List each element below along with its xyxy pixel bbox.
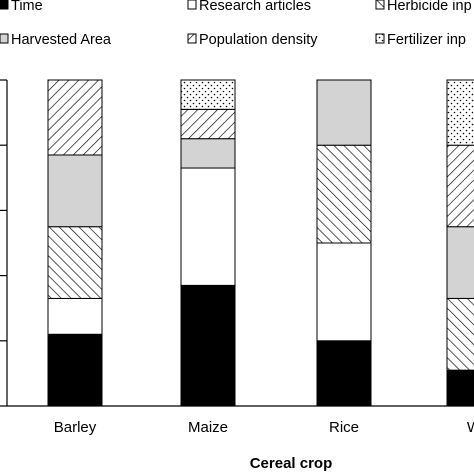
bar-segment-rice-research-articles: [316, 242, 372, 342]
legend-swatch: [375, 33, 385, 44]
bars: [47, 79, 474, 407]
bar-segment-barley-harvested-area: [47, 154, 103, 228]
legend-swatch: [0, 0, 9, 10]
bar-segment-maize-fertilizer-inp: [180, 79, 236, 110]
legend-swatch: [375, 0, 385, 10]
bar-segment-wheat-harvested-area: [446, 226, 474, 299]
legend-item-herbicide-inp: Herbicide inp: [375, 0, 472, 14]
bar-stack-wheat: [446, 79, 474, 407]
x-axis-title: Cereal crop: [250, 455, 333, 472]
bar-segment-barley-time: [47, 333, 103, 407]
bar-segment-barley-research-articles: [47, 297, 103, 335]
bar-stack-maize: [180, 79, 236, 407]
legend-item-harvested-area: Harvested Area: [0, 32, 112, 48]
y-ticks: [0, 79, 7, 407]
bar-stack-barley: [47, 79, 103, 407]
legend-item-fertilizer-inp: Fertilizer inp: [375, 32, 466, 48]
legend-item-research-articles: Research articles: [187, 0, 311, 14]
x-tick-label: Barley: [54, 419, 97, 436]
legend-label: Population density: [199, 32, 318, 48]
bar-segment-maize-population-density: [180, 108, 236, 140]
legend: Time Research articles Herbicide inp Harves…: [0, 0, 472, 48]
bar-segment-maize-time: [180, 284, 236, 407]
bar-segment-barley-herbicide-inp: [47, 226, 103, 299]
legend-label: Time: [11, 0, 43, 14]
legend-swatch: [187, 0, 197, 10]
legend-item-population-density: Population density: [187, 32, 318, 48]
legend-swatch: [0, 33, 9, 44]
legend-label: Research articles: [199, 0, 311, 14]
legend-label: Harvested Area: [11, 32, 112, 48]
x-tick-label: Rice: [329, 419, 359, 436]
bar-segment-barley-population-density: [47, 79, 103, 156]
x-tick-label: Maize: [188, 419, 228, 436]
bar-segment-wheat-time: [446, 369, 474, 407]
bar-segment-wheat-population-density: [446, 144, 474, 228]
legend-label: Herbicide inp: [387, 0, 472, 14]
legend-label: Fertilizer inp: [387, 32, 466, 48]
x-tick-labels: Barley Maize Rice W: [54, 419, 474, 436]
bar-segment-wheat-herbicide-inp: [446, 297, 474, 371]
bar-segment-maize-harvested-area: [180, 138, 236, 169]
bar-stack-rice: [316, 79, 372, 407]
legend-swatch: [187, 33, 197, 44]
bar-segment-wheat-fertilizer-inp: [446, 79, 474, 146]
legend-item-time: Time: [0, 0, 43, 14]
bar-segment-rice-time: [316, 340, 372, 407]
bar-segment-rice-herbicide-inp: [316, 144, 372, 244]
bar-segment-maize-research-articles: [180, 167, 236, 286]
x-tick-label: W: [467, 419, 474, 436]
bar-segment-rice-harvested-area: [316, 79, 372, 146]
